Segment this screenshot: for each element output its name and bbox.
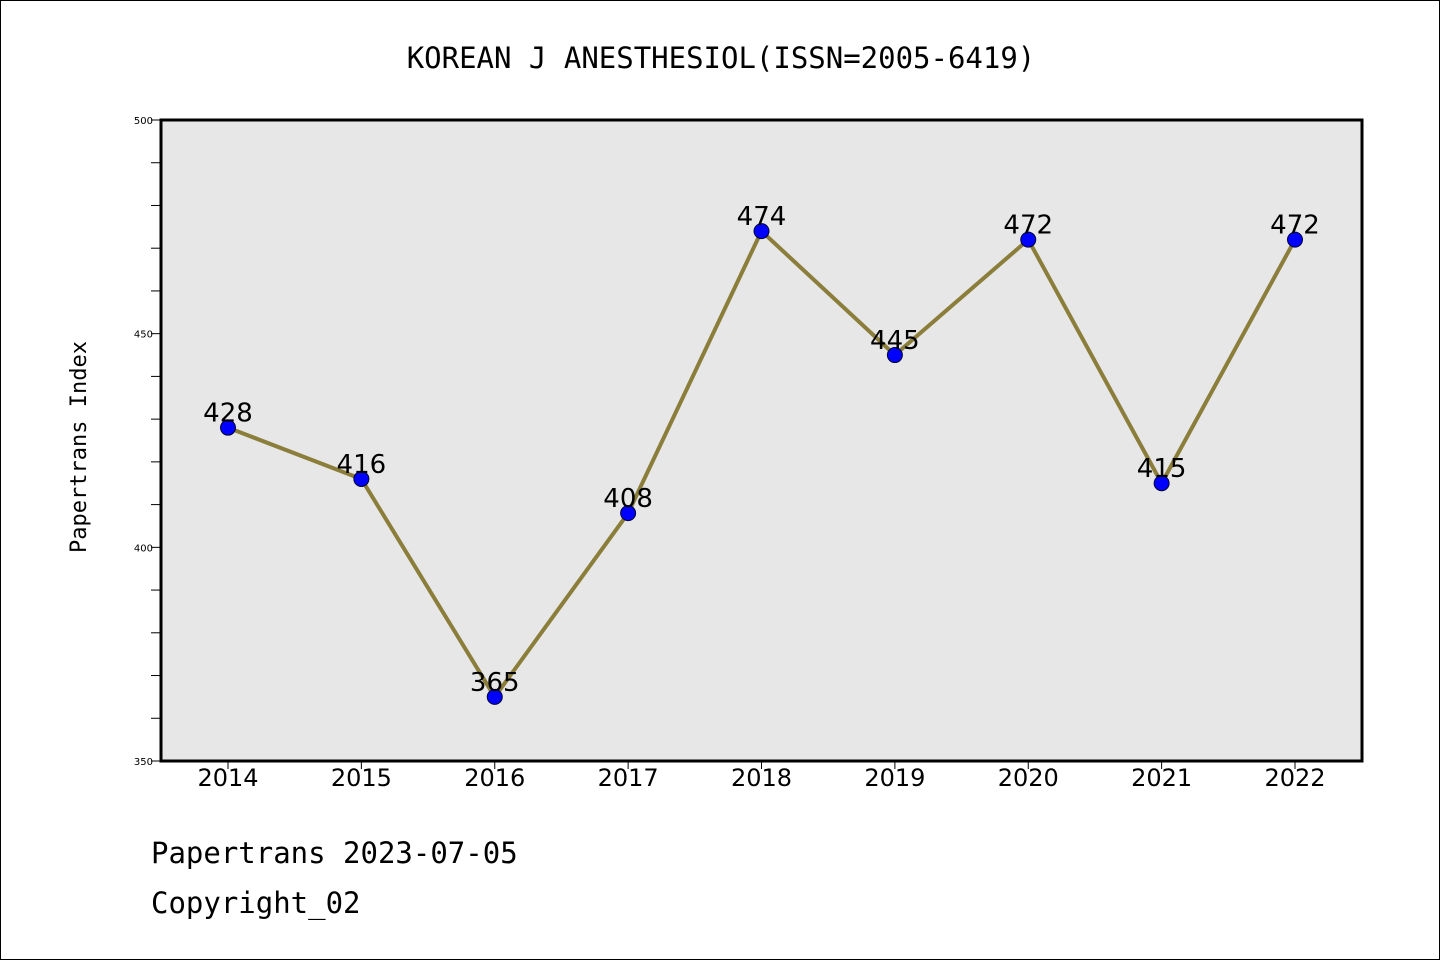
data-label: 472 — [1003, 211, 1053, 241]
data-label: 416 — [337, 450, 387, 480]
x-tick-label: 2022 — [1264, 764, 1325, 792]
y-tick-label: 450 — [134, 330, 153, 341]
data-point — [1020, 231, 1037, 248]
footer-date: Papertrans 2023-07-05 — [151, 836, 518, 870]
data-label: 428 — [203, 399, 253, 429]
x-tick-label: 2021 — [1131, 764, 1192, 792]
data-label: 365 — [470, 668, 520, 698]
y-tick-label: 500 — [134, 116, 153, 127]
chart-title: KOREAN J ANESTHESIOL(ISSN=2005-6419) — [407, 41, 1036, 75]
y-tick-label: 400 — [134, 543, 153, 554]
x-axis: 2014 2015 2016 2017 2018 2019 2020 2021 2022 — [197, 761, 1326, 792]
data-point — [486, 688, 503, 705]
data-label: 472 — [1270, 211, 1320, 241]
data-label: 474 — [737, 202, 787, 232]
data-point — [1153, 475, 1170, 492]
x-tick-label: 2015 — [331, 764, 392, 792]
data-point — [620, 505, 637, 522]
data-markers — [220, 223, 1303, 705]
x-tick-label: 2016 — [464, 764, 525, 792]
data-point — [886, 347, 903, 364]
footer-copyright: Copyright_02 — [151, 886, 361, 920]
y-axis-label: Papertrans Index — [67, 341, 92, 553]
data-labels: 428 416 365 408 474 445 472 415 472 — [203, 202, 1320, 698]
data-label: 445 — [870, 326, 920, 356]
x-tick-label: 2020 — [998, 764, 1059, 792]
x-tick-label: 2017 — [598, 764, 659, 792]
data-point — [353, 470, 370, 487]
x-tick-label: 2014 — [197, 764, 258, 792]
data-point — [753, 223, 770, 240]
x-tick-label: 2019 — [864, 764, 925, 792]
x-tick-label: 2018 — [731, 764, 792, 792]
data-point — [1287, 231, 1303, 248]
y-tick-label: 350 — [134, 757, 153, 768]
data-point — [220, 419, 236, 436]
y-axis: 350 400 450 500 — [134, 116, 161, 768]
data-label: 415 — [1137, 454, 1187, 484]
data-label: 408 — [603, 484, 653, 514]
